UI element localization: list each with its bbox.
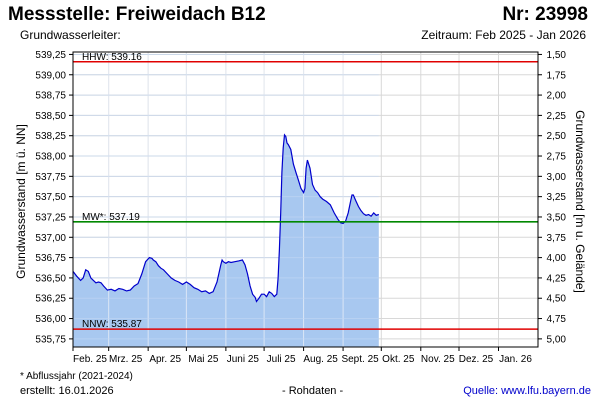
y2-tick-label: 2,75 [547, 152, 567, 163]
x-tick-label: Mrz. 25 [109, 354, 143, 365]
x-tick-label: Sept. 25 [341, 354, 379, 365]
y-tick-label: 537,25 [35, 212, 66, 223]
hhw-label: HHW: 539.16 [82, 52, 142, 63]
x-tick-label: Okt. 25 [382, 354, 415, 365]
y-tick-label: 536,50 [35, 273, 66, 284]
y-tick-label: 536,25 [35, 294, 66, 305]
x-tick-label: Jan. 26 [499, 354, 532, 365]
y-tick-label: 537,50 [35, 192, 66, 203]
y2-tick-label: 3,25 [547, 192, 567, 203]
data-area [72, 52, 379, 347]
y-tick-label: 536,75 [35, 253, 66, 264]
water-level-area [73, 134, 379, 347]
source-link[interactable]: Quelle: www.lfu.bayern.de [463, 385, 591, 397]
x-tick-label: Aug. 25 [303, 354, 338, 365]
y-tick-label: 538,75 [35, 91, 66, 102]
y-tick-label: 535,75 [35, 334, 66, 345]
y2-tick-label: 4,50 [547, 294, 567, 305]
nnw-label: NNW: 535.87 [82, 319, 142, 330]
reference-lines: HHW: 539.16 MW*: 537.19 NNW: 535.87 [73, 52, 538, 330]
page-title: Messstelle: Freiweidach B12 [8, 4, 266, 25]
axes: 539,25 539,00 538,75 538,50 538,25 538,00 537,… [35, 50, 566, 365]
y2-tick-label: 4,00 [547, 253, 567, 264]
x-tick-label: Feb. 25 [73, 354, 107, 365]
water-level-line [72, 133, 379, 303]
created-date: erstellt: 16.01.2026 [20, 385, 114, 397]
y2-tick-label: 4,25 [547, 273, 567, 284]
plot-frame [72, 51, 539, 348]
y2-tick-label: 3,00 [547, 172, 567, 183]
y-tick-label: 538,50 [35, 111, 66, 122]
x-tick-label: Nov. 25 [421, 354, 455, 365]
station-number: Nr: 23998 [502, 4, 588, 25]
mw-label: MW*: 537.19 [82, 212, 140, 223]
y2-tick-label: 3,75 [547, 233, 567, 244]
x-tick-label: Juni 25 [227, 354, 260, 365]
y2-tick-label: 5,00 [547, 334, 567, 345]
y2-tick-label: 1,75 [547, 70, 567, 81]
footnote: * Abflussjahr (2021-2024) [20, 371, 133, 382]
y-axis-title-left: Grundwasserstand [m ü. NN] [14, 124, 28, 279]
y-tick-label: 538,25 [35, 131, 66, 142]
raw-data-label: - Rohdaten - [282, 385, 344, 397]
y-tick-label: 536,00 [35, 314, 66, 325]
y-tick-label: 537,00 [35, 233, 66, 244]
x-tick-label: Dez. 25 [459, 354, 494, 365]
y-tick-label: 538,00 [35, 152, 66, 163]
y-tick-label: 539,25 [35, 50, 66, 61]
y2-tick-label: 3,50 [547, 212, 567, 223]
y2-tick-label: 2,25 [547, 111, 567, 122]
y2-tick-label: 2,00 [547, 91, 567, 102]
period-label: Zeitraum: Feb 2025 - Jan 2026 [421, 28, 586, 42]
y2-tick-label: 4,75 [547, 314, 567, 325]
x-tick-label: Mai 25 [188, 354, 218, 365]
y-axis-title-right: Grundwasserstand [m u. Gelände] [573, 110, 587, 293]
x-tick-label: Apr. 25 [149, 354, 181, 365]
y2-tick-label: 1,50 [547, 50, 567, 61]
y-tick-label: 537,75 [35, 172, 66, 183]
aquifer-label: Grundwasserleiter: [20, 28, 121, 42]
x-tick-label: Juli 25 [267, 354, 296, 365]
y-tick-label: 539,00 [35, 70, 66, 81]
y2-tick-label: 2,50 [547, 131, 567, 142]
